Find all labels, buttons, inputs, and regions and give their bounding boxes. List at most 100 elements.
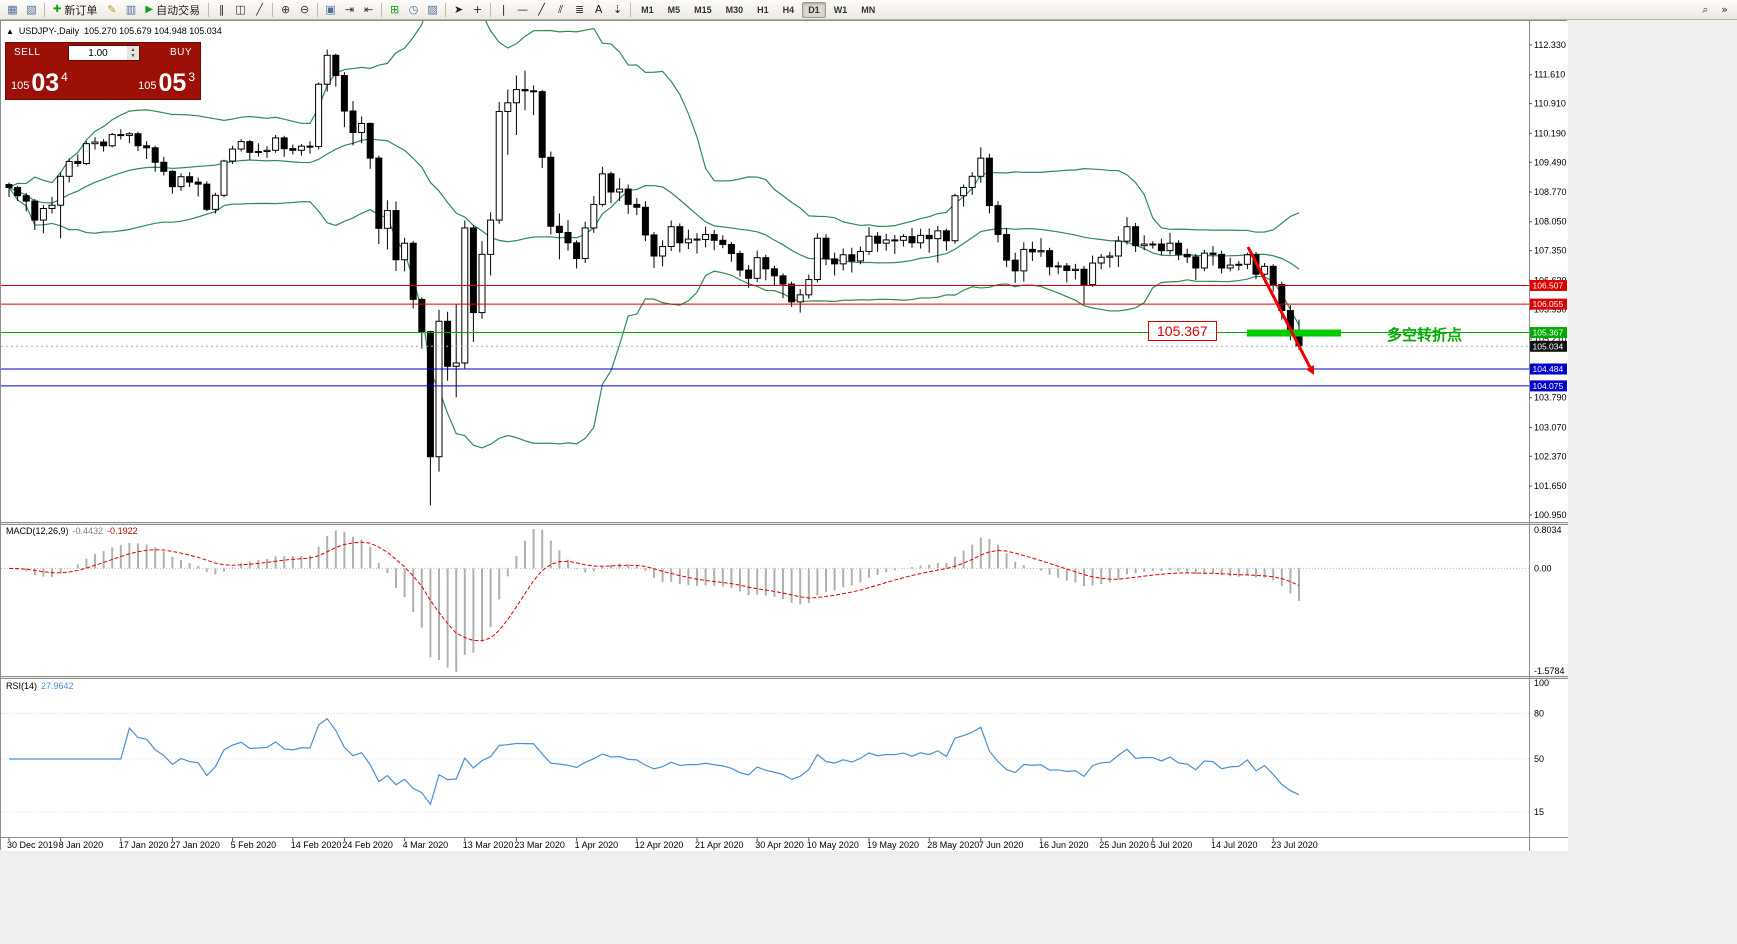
volume-spinner[interactable]: ▲ ▼: [127, 46, 139, 60]
buy-button[interactable]: BUY 105 05 3: [108, 43, 200, 99]
templates-icon[interactable]: ▨: [427, 3, 438, 16]
crosshair-icon[interactable]: +: [472, 3, 483, 16]
toolbar-separator: [381, 2, 383, 17]
timeframe-w1[interactable]: W1: [833, 4, 848, 15]
svg-text:109.490: 109.490: [1534, 157, 1567, 167]
macd-label: MACD(12,26,9) -0.4432 -0.1922: [6, 526, 138, 536]
toolbar-separator: [272, 2, 274, 17]
toolbar-separator: [317, 2, 319, 17]
ask-price: 105 05 3: [138, 69, 195, 97]
channel-icon[interactable]: ⫽: [558, 2, 564, 16]
svg-text:23 Jul 2020: 23 Jul 2020: [1271, 840, 1318, 850]
svg-text:15: 15: [1534, 807, 1544, 817]
overflow-icon[interactable]: »: [1721, 3, 1728, 16]
chart-canvas[interactable]: 112.330 111.610 110.910 110.190 109.490 108.7…: [1, 21, 1568, 851]
bollinger-band: [8, 21, 1300, 233]
svg-text:27 Jan 2020: 27 Jan 2020: [170, 840, 220, 850]
text-icon[interactable]: A: [594, 3, 603, 16]
svg-text:21 Apr 2020: 21 Apr 2020: [695, 840, 744, 850]
volume-box: ▲▼: [68, 45, 140, 61]
candlestick-chart-icon[interactable]: ◫: [235, 3, 246, 16]
arrows-icon[interactable]: ⇣: [612, 3, 623, 16]
svg-text:103.070: 103.070: [1534, 422, 1567, 432]
rsi-line: [9, 717, 1300, 806]
data-window-icon[interactable]: ▥: [125, 3, 137, 16]
svg-text:110.190: 110.190: [1534, 128, 1566, 138]
svg-text:112.330: 112.330: [1534, 40, 1566, 50]
indicators-icon[interactable]: ⊞: [389, 3, 400, 16]
svg-text:105.210: 105.210: [1534, 334, 1567, 344]
timeframe-m5[interactable]: M5: [667, 4, 681, 15]
timeframe-h4[interactable]: H4: [782, 4, 795, 15]
svg-text:28 May 2020: 28 May 2020: [927, 840, 979, 850]
zoom-in-icon[interactable]: ⊕: [280, 3, 291, 16]
profiles-icon[interactable]: ▧: [26, 3, 37, 16]
svg-text:16 Jun 2020: 16 Jun 2020: [1039, 840, 1089, 850]
buy-label: BUY: [169, 47, 192, 58]
search-icon[interactable]: ⌕: [1702, 2, 1709, 16]
timeframe-d1[interactable]: D1: [802, 1, 826, 18]
sell-label: SELL: [14, 47, 41, 58]
new-order-button-label: 新订单: [64, 4, 98, 17]
volume-up-icon: ▲: [130, 47, 136, 53]
autotrading-button[interactable]: ▶ 自动交易: [140, 1, 205, 18]
fibonacci-icon[interactable]: ≣: [574, 3, 585, 16]
bar-chart-icon[interactable]: ‖: [218, 3, 225, 16]
new-order-button[interactable]: ✚ 新订单: [48, 1, 102, 18]
svg-text:10 May 2020: 10 May 2020: [807, 840, 859, 850]
svg-text:30 Apr 2020: 30 Apr 2020: [755, 840, 804, 850]
rsi-pane: [1, 712, 1529, 813]
price-tag: [1530, 327, 1567, 339]
chart-shift-icon[interactable]: ⇤: [363, 3, 374, 16]
svg-text:108.770: 108.770: [1534, 187, 1567, 197]
volume-input[interactable]: [69, 46, 127, 60]
main-price-pane: [5, 21, 1303, 506]
timeframe-m30[interactable]: M30: [725, 4, 744, 15]
new-chart-icon[interactable]: ▦: [7, 3, 18, 16]
svg-text:110.910: 110.910: [1534, 99, 1566, 109]
autotrading-button-label: 自动交易: [156, 4, 201, 17]
svg-text:30 Dec 2019: 30 Dec 2019: [7, 840, 58, 850]
svg-text:106.055: 106.055: [1533, 299, 1564, 309]
svg-text:12 Apr 2020: 12 Apr 2020: [635, 840, 684, 850]
svg-text:5 Feb 2020: 5 Feb 2020: [231, 840, 277, 850]
bid-price: 105 03 4: [11, 69, 68, 97]
line-chart-icon[interactable]: ╱: [256, 3, 263, 16]
svg-text:4 Mar 2020: 4 Mar 2020: [403, 840, 449, 850]
periods-icon[interactable]: ◷: [408, 3, 419, 16]
price-tag: [1530, 298, 1567, 310]
cursor-icon[interactable]: ➤: [453, 3, 464, 16]
volume-down-icon: ▼: [130, 53, 136, 59]
autotrading-button-icon: ▶: [145, 4, 154, 15]
date-axis[interactable]: 30 Dec 2019 8 Jan 2020 17 Jan 2020 27 Jan 2…: [1, 837, 1568, 851]
horizontal-line-icon[interactable]: —: [517, 3, 529, 16]
macd-pane: [1, 529, 1529, 672]
trendline-icon[interactable]: ╱: [538, 3, 545, 16]
price-axis[interactable]: 112.330 111.610 110.910 110.190 109.490 108.7…: [1529, 21, 1567, 851]
sell-button[interactable]: SELL 105 03 4: [6, 43, 98, 99]
svg-text:101.650: 101.650: [1534, 481, 1567, 491]
svg-text:-1.5784: -1.5784: [1534, 666, 1565, 676]
auto-scroll-icon[interactable]: ⇥: [344, 3, 355, 16]
timeframe-m1[interactable]: M1: [641, 4, 654, 15]
timeframe-m15[interactable]: M15: [694, 4, 712, 15]
chart-symbol-period: USDJPY-,Daily: [18, 26, 80, 36]
timeframe-mn[interactable]: MN: [861, 4, 876, 15]
svg-text:25 Jun 2020: 25 Jun 2020: [1099, 840, 1149, 850]
metaeditor-icon[interactable]: ✎: [107, 3, 117, 16]
price-tag: [1530, 363, 1567, 375]
macd-signal-line: [8, 541, 1300, 642]
toolbar: ▦ ▧ ✚ 新订单 ✎ ▥ ▶ 自动交易 ‖ ◫ ╱ ⊕ ⊖ ▣ ⇥ ⇤ ⊞ ◷ ▨ ➤ + | — ╱ ⫽ ≣ A ⇣ M1 M5 M15…: [0, 0, 1737, 20]
vertical-line-icon[interactable]: |: [501, 3, 506, 16]
tile-windows-icon[interactable]: ▣: [325, 3, 336, 16]
svg-text:8 Jan 2020: 8 Jan 2020: [59, 840, 104, 850]
one-click-toggle[interactable]: ▲: [6, 26, 14, 36]
zoom-out-icon[interactable]: ⊖: [299, 3, 310, 16]
timeframe-h1[interactable]: H1: [757, 4, 769, 15]
sell-arrow: [1246, 246, 1312, 368]
svg-text:104.075: 104.075: [1533, 381, 1564, 391]
svg-text:19 May 2020: 19 May 2020: [867, 840, 919, 850]
svg-text:107.350: 107.350: [1534, 246, 1567, 256]
price-tag: [1530, 340, 1567, 352]
